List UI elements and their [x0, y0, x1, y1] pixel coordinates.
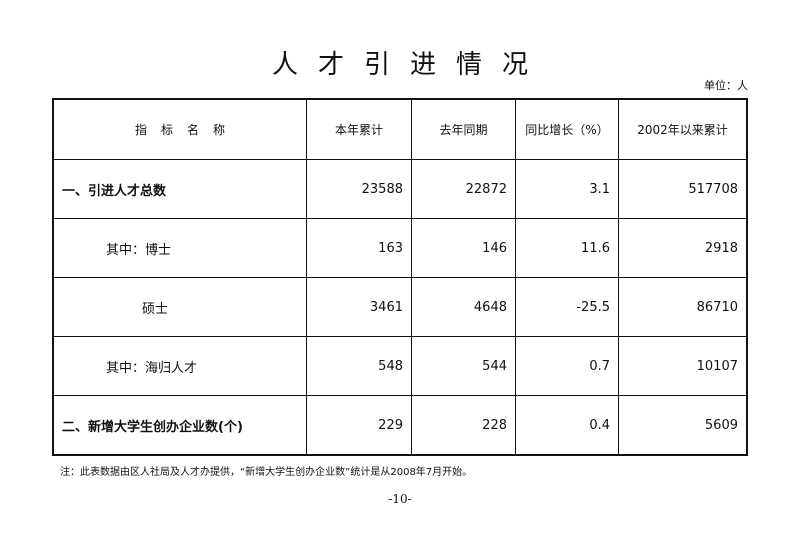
cell-value: 517708	[618, 159, 748, 219]
row-label: 其中：博士	[52, 218, 307, 278]
cell-value: 22872	[411, 159, 516, 219]
cell-value: 544	[411, 336, 516, 396]
row-label: 二、新增大学生创办企业数(个)	[52, 395, 307, 456]
table-row: 二、新增大学生创办企业数(个) 229 228 0.4 5609	[52, 395, 748, 456]
data-table: 指标名称 本年累计 去年同期 同比增长（%） 2002年以来累计 一、引进人才总数 235…	[52, 98, 748, 456]
header-cell: 本年累计	[306, 98, 412, 160]
page-number: -10-	[388, 492, 412, 506]
cell-value: 23588	[306, 159, 412, 219]
header-row: 指标名称 本年累计 去年同期 同比增长（%） 2002年以来累计	[52, 98, 748, 160]
note: 注：此表数据由区人社局及人才办提供，“新增大学生创办企业数”统计是从2008年7…	[60, 467, 473, 478]
cell-value: 0.7	[515, 336, 619, 396]
unit: 单位：人	[704, 79, 748, 92]
header-cell: 2002年以来累计	[618, 98, 748, 160]
row-label: 一、引进人才总数	[52, 159, 307, 219]
table-row: 其中：博士 163 146 11.6 2918	[52, 218, 748, 278]
cell-value: 163	[306, 218, 412, 278]
header-cell: 同比增长（%）	[515, 98, 619, 160]
cell-value: -25.5	[515, 277, 619, 337]
header-cell: 去年同期	[411, 98, 516, 160]
cell-value: 86710	[618, 277, 748, 337]
cell-value: 2918	[618, 218, 748, 278]
cell-value: 3461	[306, 277, 412, 337]
cell-value: 146	[411, 218, 516, 278]
title: 人才引进情况	[271, 50, 548, 80]
cell-value: 11.6	[515, 218, 619, 278]
cell-value: 229	[306, 395, 412, 456]
cell-value: 4648	[411, 277, 516, 337]
cell-value: 228	[411, 395, 516, 456]
table-body: 一、引进人才总数 23588 22872 3.1 517708 其中：博士 163 146 11…	[52, 159, 748, 456]
cell-value: 3.1	[515, 159, 619, 219]
table-row: 硕士 3461 4648 -25.5 86710	[52, 277, 748, 337]
row-label: 硕士	[52, 277, 307, 337]
table-row: 其中：海归人才 548 544 0.7 10107	[52, 336, 748, 396]
cell-value: 10107	[618, 336, 748, 396]
table-row: 一、引进人才总数 23588 22872 3.1 517708	[52, 159, 748, 219]
header-cell: 指标名称	[52, 98, 307, 160]
cell-value: 5609	[618, 395, 748, 456]
cell-value: 548	[306, 336, 412, 396]
row-label: 其中：海归人才	[52, 336, 307, 396]
cell-value: 0.4	[515, 395, 619, 456]
